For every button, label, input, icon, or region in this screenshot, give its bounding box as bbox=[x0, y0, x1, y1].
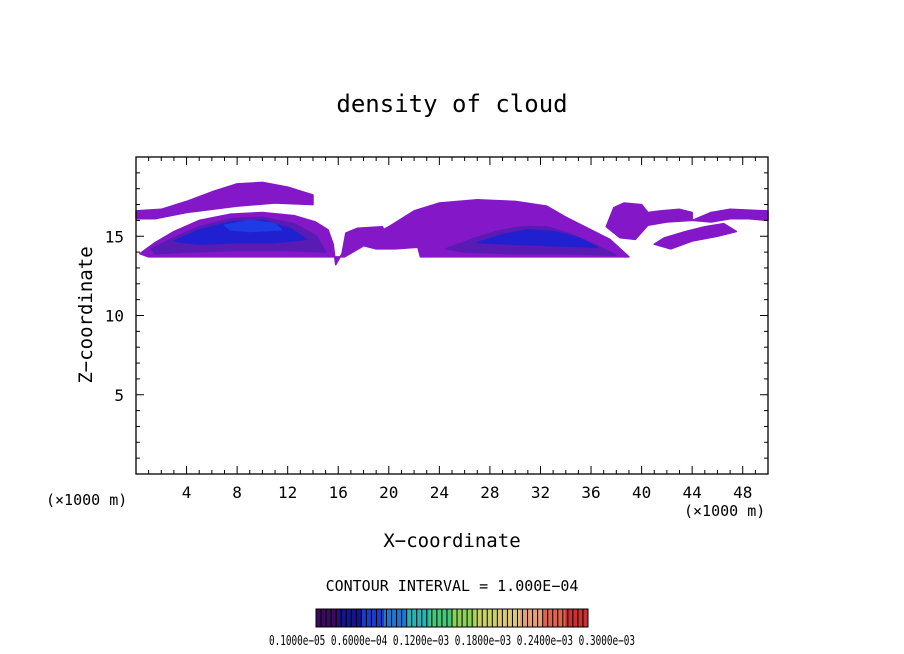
colorbar-segment bbox=[520, 609, 544, 627]
x-tick-label: 20 bbox=[379, 483, 398, 502]
chart-title: density of cloud bbox=[336, 90, 567, 118]
colorbar-segment bbox=[384, 609, 408, 627]
cloud-region-right-patch-upper bbox=[691, 208, 769, 223]
x-tick-label: 8 bbox=[232, 483, 242, 502]
cloud-region-cloud-left-peak bbox=[223, 219, 283, 233]
x-axis-label: X−coordinate bbox=[383, 530, 520, 552]
colorbar-labels: 0.1000e−05 0.6000e−04 0.1200e−03 0.1800e… bbox=[269, 633, 635, 649]
y-tick-labels: 5 10 15 bbox=[105, 227, 124, 405]
colorbar-segment bbox=[338, 609, 362, 627]
colorbar-segment bbox=[542, 609, 566, 627]
x-tick-label: 36 bbox=[581, 483, 600, 502]
cloud-region-right-patch-lower bbox=[653, 222, 738, 250]
y-tick-label: 5 bbox=[114, 386, 124, 405]
colorbar-segment bbox=[565, 609, 589, 627]
y-tick-label: 10 bbox=[105, 307, 124, 326]
colorbar-segment bbox=[361, 609, 385, 627]
x-tick-label: 48 bbox=[733, 483, 752, 502]
x-tick-label: 32 bbox=[531, 483, 550, 502]
colorbar-segment bbox=[316, 609, 340, 627]
x-tick-labels: 4 8 12 16 20 24 28 32 36 40 44 48 bbox=[182, 483, 753, 502]
colorbar bbox=[316, 609, 589, 627]
x-unit-left: (×1000 m) bbox=[46, 491, 127, 509]
y-tick-label: 15 bbox=[105, 227, 124, 246]
cloud-region-upper-thin-layer-left bbox=[135, 181, 314, 220]
cloud-region-cloud-right-core bbox=[476, 229, 599, 249]
colorbar-segment bbox=[429, 609, 453, 627]
contour-interval-label: CONTOUR INTERVAL = 1.000E−04 bbox=[326, 577, 579, 595]
axis-ticks bbox=[136, 157, 768, 474]
cloud-region-right-patch-mid bbox=[605, 202, 693, 241]
colorbar-segment bbox=[497, 609, 521, 627]
x-tick-label: 24 bbox=[430, 483, 449, 502]
x-tick-label: 16 bbox=[329, 483, 348, 502]
x-tick-label: 12 bbox=[278, 483, 297, 502]
y-axis-label: Z−coordinate bbox=[75, 246, 97, 383]
x-tick-label: 28 bbox=[480, 483, 499, 502]
colorbar-segment bbox=[452, 609, 476, 627]
x-tick-label: 44 bbox=[683, 483, 702, 502]
colorbar-segment bbox=[406, 609, 430, 627]
x-tick-label: 4 bbox=[182, 483, 192, 502]
colorbar-segment bbox=[474, 609, 498, 627]
colorbar-frame bbox=[315, 608, 589, 628]
x-unit-right: (×1000 m) bbox=[684, 502, 765, 520]
cloud-density-layer bbox=[135, 181, 769, 266]
x-tick-label: 40 bbox=[632, 483, 651, 502]
